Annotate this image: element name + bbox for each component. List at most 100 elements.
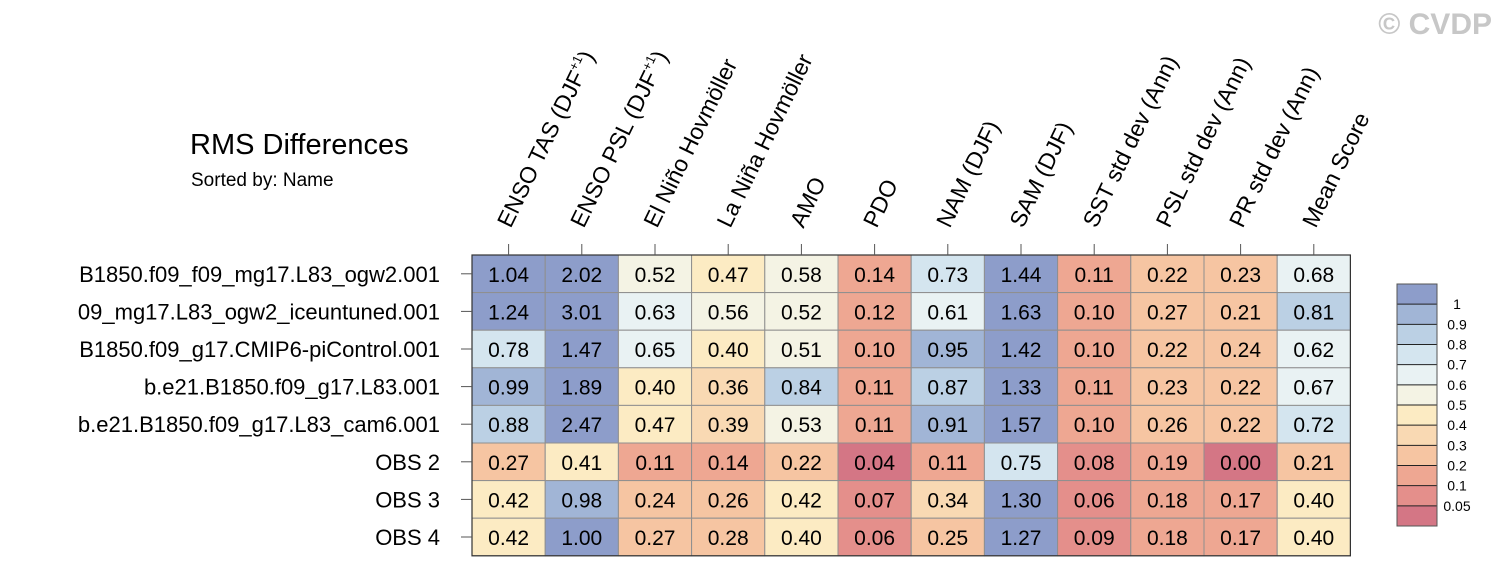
heatmap-cell: [837, 442, 912, 482]
heatmap-cell: [764, 404, 839, 444]
heatmap-cell: [1057, 480, 1132, 519]
heatmap-cell: [617, 367, 693, 406]
cell-value-label: 0.22: [1220, 414, 1261, 437]
cell-value-label: 0.40: [1293, 527, 1334, 550]
cell-value-label: 0.40: [635, 377, 676, 400]
colorbar-bin: [1397, 465, 1437, 486]
watermark: © CVDP: [1378, 8, 1492, 41]
cell-value-label: 0.17: [1220, 527, 1261, 550]
cell-value-label: 0.10: [854, 339, 895, 362]
cell-value-label: 0.41: [561, 452, 602, 475]
row-label: 09_mg17.L83_ogw2_iceuntuned.001: [78, 299, 440, 324]
heatmap-cell: [1130, 292, 1205, 331]
heatmap-cell: [837, 254, 912, 294]
heatmap-cell: [1276, 254, 1351, 294]
cell-value-label: 0.65: [635, 339, 676, 362]
chart-title: RMS Differences: [190, 129, 409, 161]
row-label: OBS 2: [375, 450, 440, 475]
cell-value-label: 0.84: [781, 377, 822, 400]
colorbar-bin: [1397, 445, 1437, 466]
colorbar-label: 0.7: [1447, 357, 1467, 373]
cell-value-label: 0.14: [708, 452, 749, 475]
cell-value-label: 1.30: [1001, 489, 1042, 512]
cell-value-label: 0.11: [928, 452, 967, 475]
cell-value-label: 1.33: [1001, 377, 1042, 400]
heatmap-cell: [1203, 517, 1278, 557]
heatmap-cell: [544, 404, 619, 444]
cell-value-label: 0.23: [1147, 377, 1188, 400]
cell-value-label: 0.07: [854, 489, 895, 512]
column-label-nam-djf: NAM (DJF): [931, 116, 1005, 231]
heatmap-cell: [617, 517, 693, 557]
cell-value-label: 0.78: [488, 339, 529, 362]
heatmap-cell: [544, 254, 619, 294]
heatmap-cell: [983, 442, 1059, 482]
row-label: b.e21.B1850.f09_g17.L83_cam6.001: [78, 412, 440, 437]
cell-value-label: 0.17: [1220, 489, 1261, 512]
cell-value-label: 0.12: [854, 301, 895, 324]
colorbar-bin: [1397, 284, 1437, 305]
cell-value-label: 0.18: [1147, 489, 1188, 512]
cell-value-label: 0.09: [1074, 527, 1115, 550]
heatmap-cell: [1203, 367, 1278, 406]
row-label: OBS 3: [375, 487, 440, 512]
heatmap-cell: [1057, 367, 1132, 406]
cell-value-label: 1.04: [488, 264, 529, 287]
cell-value-label: 1.44: [1001, 264, 1042, 287]
heatmap-cell: [1276, 480, 1351, 519]
cell-value-label: 0.21: [1220, 301, 1261, 324]
colorbar-bin: [1397, 425, 1437, 446]
cell-value-label: 0.88: [488, 414, 529, 437]
cell-value-label: 0.51: [781, 339, 822, 362]
cell-value-label: 0.24: [635, 489, 676, 512]
heatmap-cell: [1203, 404, 1278, 444]
row-label: b.e21.B1850.f09_g17.L83.001: [144, 375, 440, 400]
heatmap-cell: [910, 367, 985, 406]
heatmap-cell: [837, 480, 912, 519]
heatmap-cell: [617, 329, 693, 369]
cell-value-label: 0.11: [855, 377, 894, 400]
cell-value-label: 0.11: [855, 414, 894, 437]
cell-value-label: 1.89: [561, 377, 602, 400]
heatmap-cell: [471, 367, 546, 406]
cell-value-label: 0.95: [927, 339, 968, 362]
cell-value-label: 0.72: [1293, 414, 1334, 437]
cell-value-label: 0.11: [635, 452, 674, 475]
colorbar-legend: 1 0.9 0.8 0.7 0.6 0.5 0.4 0.3 0.2 0.1 0.05: [1396, 283, 1471, 527]
heatmap-cell: [837, 367, 912, 406]
cell-value-label: 1.63: [1001, 301, 1042, 324]
cell-value-label: 0.11: [1075, 377, 1114, 400]
cell-value-label: 0.27: [488, 452, 529, 475]
cell-value-label: 0.40: [708, 339, 749, 362]
heatmap-cell: [1057, 292, 1132, 331]
colorbar-label: 0.6: [1447, 377, 1467, 393]
heatmap-cell: [691, 367, 766, 406]
cell-value-label: 0.42: [781, 489, 822, 512]
cell-value-label: 0.53: [781, 414, 822, 437]
heatmap-cell: [910, 442, 985, 482]
heatmap-cell: [983, 404, 1059, 444]
cell-value-label: 0.24: [1220, 339, 1261, 362]
heatmap-cell: [1203, 480, 1278, 519]
colorbar-bin: [1397, 505, 1437, 526]
cell-value-label: 0.56: [708, 301, 749, 324]
cell-value-label: 0.27: [1147, 301, 1188, 324]
heatmap-cell: [471, 517, 546, 557]
cell-value-label: 0.26: [708, 489, 749, 512]
cell-value-label: 0.23: [1220, 264, 1261, 287]
heatmap-cell: [1276, 329, 1351, 369]
heatmap-cell: [471, 254, 546, 294]
row-label: B1850.f09_f09_mg17.L83_ogw2.001: [79, 262, 440, 287]
colorbar-label: 0.5: [1447, 397, 1467, 413]
heatmap-cell: [764, 329, 839, 369]
cell-value-label: 1.00: [561, 527, 602, 550]
colorbar-label: 0.8: [1447, 337, 1467, 353]
heatmap-cell: [983, 292, 1059, 331]
cell-value-label: 0.47: [635, 414, 676, 437]
colorbar-bin: [1397, 485, 1437, 506]
heatmap-cell: [471, 442, 546, 482]
heatmap-cell: [1130, 367, 1205, 406]
heatmap-cell: [1130, 480, 1205, 519]
cell-value-label: 0.08: [1074, 452, 1115, 475]
cell-value-label: 0.00: [1220, 452, 1261, 475]
